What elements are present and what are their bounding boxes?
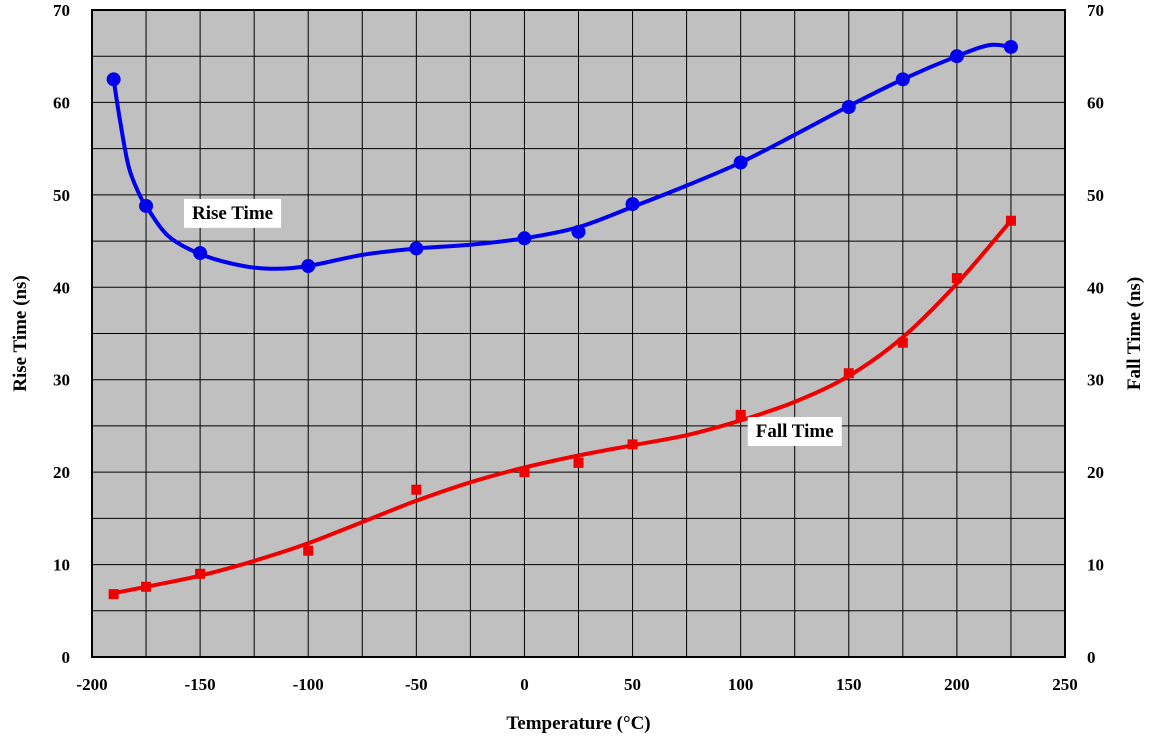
rise-time-data-point <box>571 224 586 239</box>
rise-time-data-point <box>106 72 121 87</box>
right-y-tick-label: 30 <box>1087 371 1104 390</box>
x-tick-label: 200 <box>944 675 970 694</box>
tick-labels: -200 -150 -100 -50 0 50 100 150 200 2500102030405… <box>53 1 1104 694</box>
rise-time-data-point <box>517 231 532 246</box>
left-y-tick-label: 70 <box>53 1 70 20</box>
left-y-tick-label: 50 <box>53 186 70 205</box>
fall-time-label: Fall Time <box>747 417 842 447</box>
left-y-tick-label: 40 <box>53 278 70 297</box>
rise-time-data-point <box>139 198 154 213</box>
fall-time-fit-line <box>111 218 1013 596</box>
rise-time-data-point <box>949 49 964 64</box>
right-y-tick-label: 40 <box>1087 278 1104 297</box>
fall-time-data-point <box>303 545 314 556</box>
rise-time-label-text: Rise Time <box>192 203 273 224</box>
left-y-axis-title: Rise Time (ns) <box>10 275 31 391</box>
right-y-tick-label: 0 <box>1087 648 1096 667</box>
x-tick-label: 100 <box>728 675 754 694</box>
fall-time-data-point <box>519 467 530 478</box>
fall-time-data-point <box>573 457 584 468</box>
grid <box>92 10 1065 657</box>
fall-time-data-point <box>141 581 152 592</box>
fall-time-label-box <box>747 417 842 447</box>
annotations: Rise Time Fall Time <box>183 198 842 447</box>
fall-time-data-point <box>843 368 854 379</box>
left-y-tick-label: 0 <box>62 648 71 667</box>
rise-time-data-point <box>895 72 910 87</box>
rise-time-data-point <box>733 155 748 170</box>
right-y-tick-label: 50 <box>1087 186 1104 205</box>
x-tick-label: 50 <box>624 675 641 694</box>
right-y-axis-title: Fall Time (ns) <box>1124 277 1145 390</box>
rise-time-data-point <box>625 197 640 212</box>
right-y-tick-label: 70 <box>1087 1 1104 20</box>
fall-time-data-point <box>1005 215 1016 226</box>
fall-time-data-point <box>195 568 206 579</box>
x-tick-label: -50 <box>405 675 428 694</box>
fall-time-label-text: Fall Time <box>756 421 834 442</box>
rise-time-label: Rise Time <box>183 198 282 228</box>
x-tick-label: -150 <box>185 675 216 694</box>
rise-time-data-point <box>1003 39 1018 54</box>
fall-time-series <box>108 215 1016 600</box>
series-layer <box>106 39 1018 600</box>
fall-time-data-point <box>411 484 422 495</box>
right-y-tick-label: 60 <box>1087 93 1104 112</box>
left-y-tick-label: 60 <box>53 93 70 112</box>
fall-time-data-point <box>897 337 908 348</box>
x-tick-label: 150 <box>836 675 862 694</box>
rise-time-data-point <box>193 246 208 261</box>
right-y-tick-label: 10 <box>1087 556 1104 575</box>
x-axis-title: Temperature (°C) <box>506 713 650 734</box>
left-y-tick-label: 10 <box>53 556 70 575</box>
rise-time-label-box <box>183 198 282 228</box>
left-y-tick-label: 20 <box>53 463 70 482</box>
fall-time-data-point <box>735 409 746 420</box>
fall-time-data-point <box>108 589 119 600</box>
rise-time-series <box>106 39 1018 274</box>
x-tick-label: 250 <box>1052 675 1078 694</box>
fall-time-data-point <box>951 273 962 284</box>
plot-frame <box>91 9 1066 658</box>
x-tick-label: 0 <box>520 675 529 694</box>
rise-time-data-point <box>841 100 856 115</box>
right-y-tick-label: 20 <box>1087 463 1104 482</box>
rise-time-data-point <box>409 241 424 256</box>
x-tick-label: -100 <box>293 675 324 694</box>
x-tick-label: -200 <box>76 675 107 694</box>
left-y-tick-label: 30 <box>53 371 70 390</box>
rise-time-data-point <box>301 259 316 274</box>
fall-time-data-point <box>627 439 638 450</box>
